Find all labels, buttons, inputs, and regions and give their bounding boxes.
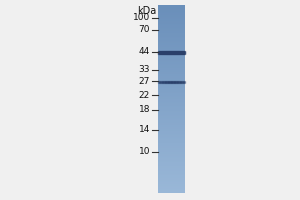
Text: 22: 22 [139,90,150,99]
Text: 18: 18 [139,106,150,114]
Text: 27: 27 [139,76,150,86]
Text: 33: 33 [139,66,150,74]
Text: 100: 100 [133,14,150,22]
Text: kDa: kDa [137,6,156,16]
Text: 44: 44 [139,47,150,56]
Text: 10: 10 [139,148,150,156]
Text: 14: 14 [139,126,150,134]
Text: 70: 70 [139,25,150,34]
